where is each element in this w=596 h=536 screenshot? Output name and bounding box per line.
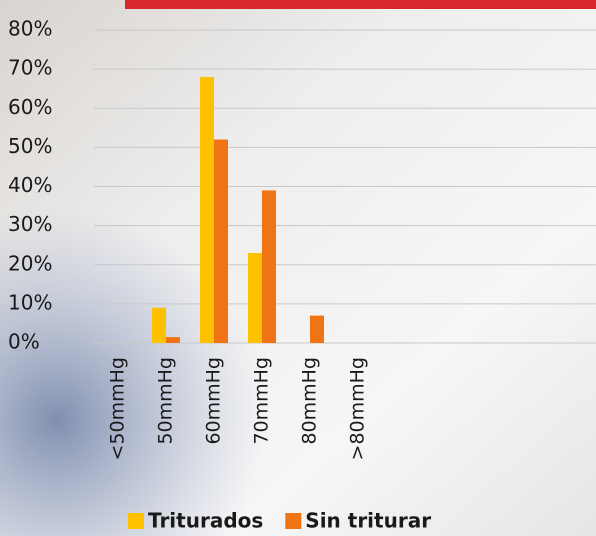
title-bar (125, 0, 596, 9)
x-tick-label: <50mmHg (107, 357, 129, 460)
bar (214, 140, 228, 343)
legend-label: Triturados (148, 509, 263, 533)
bar (200, 77, 214, 343)
bar (310, 316, 324, 343)
legend-swatch (285, 513, 301, 529)
y-tick-label: 40% (8, 173, 52, 197)
legend-label: Sin triturar (305, 509, 431, 533)
bar (248, 253, 262, 343)
y-tick-label: 60% (8, 95, 52, 119)
y-tick-label: 0% (8, 330, 40, 354)
y-tick-label: 20% (8, 251, 52, 275)
y-tick-label: 80% (8, 17, 52, 41)
bar (152, 308, 166, 343)
x-tick-label: >80mmHg (347, 357, 369, 460)
x-tick-label: 80mmHg (299, 357, 321, 445)
chart: 0% 10% 20% 30% 40% 50% 60% 70% 80% <50mmHg 50mmHg 6… (0, 0, 596, 536)
bar (262, 190, 276, 343)
legend-swatch (128, 513, 144, 529)
y-tick-label: 50% (8, 134, 52, 158)
x-tick-label: 50mmHg (155, 357, 177, 445)
x-tick-label: 70mmHg (251, 357, 273, 445)
bar (166, 337, 180, 343)
y-tick-label: 70% (8, 56, 52, 80)
y-tick-label: 10% (8, 290, 52, 314)
y-tick-label: 30% (8, 212, 52, 236)
x-tick-label: 60mmHg (203, 357, 225, 445)
